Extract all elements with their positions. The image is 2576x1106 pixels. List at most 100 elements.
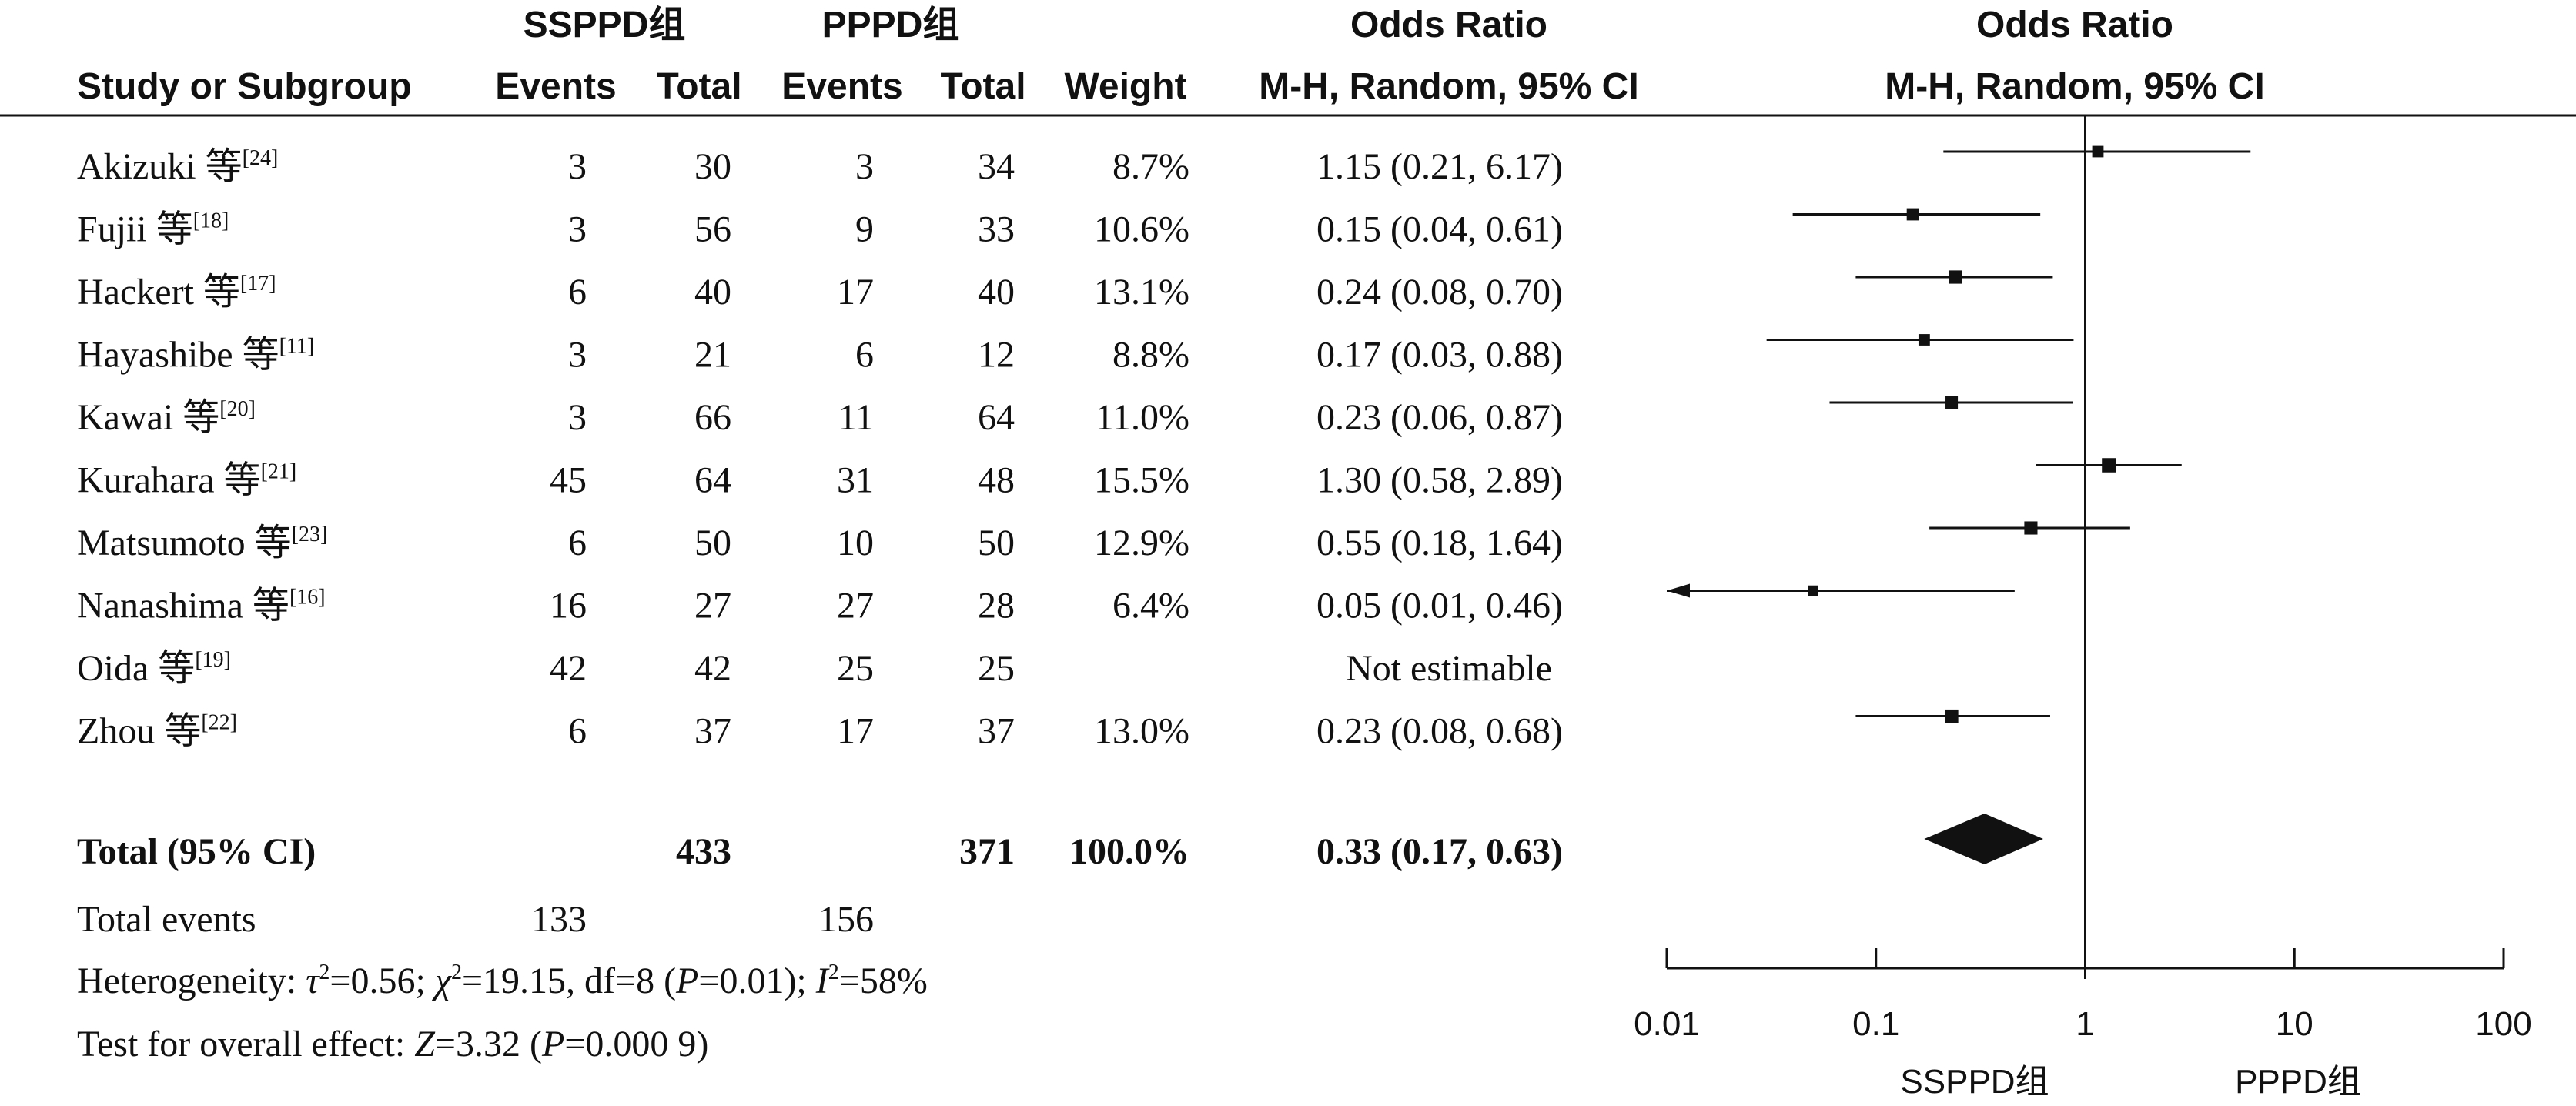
study-ci-mark: [1855, 709, 2050, 723]
total2-value: 34: [978, 146, 1015, 187]
events1-value: 6: [568, 711, 587, 752]
favours-left-label: SSPPD组: [1900, 1063, 2049, 1101]
weight-value: 8.7%: [1112, 146, 1189, 187]
x-tick-label: 100: [2475, 1005, 2531, 1043]
study-name: Kawai 等[20]: [77, 397, 256, 438]
events1-value: 3: [568, 335, 587, 376]
events2-value: 9: [855, 209, 874, 250]
total2-value: 37: [978, 711, 1015, 752]
study-name: Nanashima 等[16]: [77, 586, 326, 627]
or-ci-value: 1.15 (0.21, 6.17): [1316, 146, 1563, 187]
weight-value: 8.8%: [1112, 335, 1189, 376]
study-name: Fujii 等[18]: [77, 209, 229, 250]
study-ci-mark: [1792, 208, 2041, 221]
table-row: Matsumoto 等[23] 6 50 10 50 12.9% 0.55 (0.18, 1…: [77, 523, 1563, 563]
events1-value: 45: [550, 460, 587, 501]
point-estimate-square: [2102, 458, 2116, 473]
total-events-label: Total events: [77, 899, 256, 940]
study-marks: [1667, 145, 2251, 723]
study-column-header: Study or Subgroup: [77, 66, 412, 107]
total-label: Total (95% CI): [77, 831, 316, 872]
study-rows: Akizuki 等[24] 3 30 3 34 8.7% 1.15 (0.21, 6.17)…: [77, 146, 1563, 752]
study-name: Zhou 等[22]: [77, 711, 237, 752]
weight-value: 12.9%: [1094, 523, 1189, 563]
study-name: Kurahara 等[21]: [77, 460, 296, 501]
table-row: Hackert 等[17] 6 40 17 40 13.1% 0.24 (0.08, 0.7…: [77, 272, 1563, 312]
or-ci-value: 0.55 (0.18, 1.64): [1316, 523, 1563, 563]
total1-header: Total: [656, 66, 741, 107]
study-name: Hayashibe 等[11]: [77, 335, 314, 376]
table-row: Hayashibe 等[11] 3 21 6 12 8.8% 0.17 (0.03, 0.8…: [77, 335, 1563, 376]
point-estimate-square: [1906, 208, 1919, 221]
point-estimate-square: [2092, 145, 2104, 158]
study-name: Oida 等[19]: [77, 648, 231, 689]
study-ci-mark: [1929, 521, 2130, 535]
or-ci-value: 0.23 (0.06, 0.87): [1316, 397, 1563, 438]
total2-header: Total: [940, 66, 1025, 107]
or-ci-value: 0.17 (0.03, 0.88): [1316, 335, 1563, 376]
weight-value: 6.4%: [1112, 586, 1189, 627]
table-row: Kawai 等[20] 3 66 11 64 11.0% 0.23 (0.06, 0.87): [77, 397, 1563, 438]
total-ci: 0.33 (0.17, 0.63): [1316, 831, 1563, 872]
weight-value: 11.0%: [1096, 397, 1189, 438]
events1-value: 42: [550, 648, 587, 689]
study-name: Akizuki 等[24]: [77, 146, 278, 187]
weight-value: 13.0%: [1094, 711, 1189, 752]
events2-value: 11: [838, 397, 874, 438]
events2-value: 3: [855, 146, 874, 187]
or-ci-value: 0.23 (0.08, 0.68): [1316, 711, 1563, 752]
study-ci-mark: [1855, 270, 2053, 284]
events2-value: 27: [837, 586, 874, 627]
or-ci-value: 1.30 (0.58, 2.89): [1316, 460, 1563, 501]
table-row: Fujii 等[18] 3 56 9 33 10.6% 0.15 (0.04, 0.61): [77, 209, 1563, 250]
point-estimate-square: [1945, 396, 1959, 409]
table-row: Nanashima 等[16] 16 27 27 28 6.4% 0.05 (0.01, 0…: [77, 586, 1563, 627]
total1-value: 37: [694, 711, 731, 752]
events2-header: Events: [781, 66, 902, 107]
events1-value: 16: [550, 586, 587, 627]
total2-value: 50: [978, 523, 1015, 563]
study-ci-mark: [1667, 583, 2015, 598]
total1-value: 27: [694, 586, 731, 627]
overall-effect-test: Test for overall effect: Z=3.32 (P=0.000…: [77, 1024, 708, 1064]
total2-value: 12: [978, 335, 1015, 376]
total2-value: 64: [978, 397, 1015, 438]
total2-value: 48: [978, 460, 1015, 501]
x-tick-label: 0.1: [1852, 1005, 1899, 1043]
total1-value: 56: [694, 209, 731, 250]
total2-value: 40: [978, 272, 1015, 312]
odds-ratio-header: Odds Ratio: [1350, 5, 1547, 45]
study-ci-mark: [1829, 396, 2073, 409]
ci-arrow-left: [1667, 583, 1690, 598]
study-ci-mark: [1943, 145, 2251, 158]
heterogeneity-stats: Heterogeneity: τ2=0.56; χ2=19.15, df=8 (…: [77, 961, 928, 1001]
point-estimate-square: [1918, 334, 1930, 346]
total1-value: 50: [694, 523, 731, 563]
x-tick-label: 0.01: [1634, 1005, 1700, 1043]
table-row: Akizuki 等[24] 3 30 3 34 8.7% 1.15 (0.21, 6.17): [77, 146, 1563, 187]
table-row: Oida 等[19] 42 42 25 25 Not estimable: [77, 648, 1552, 689]
events2-value: 17: [837, 272, 874, 312]
total1-value: 30: [694, 146, 731, 187]
point-estimate-square: [1808, 585, 1818, 596]
events2-value: 6: [855, 335, 874, 376]
weight-value: 10.6%: [1094, 209, 1189, 250]
weight-value: 15.5%: [1094, 460, 1189, 501]
method-header: M-H, Random, 95% CI: [1259, 66, 1638, 107]
events1-value: 3: [568, 209, 587, 250]
group1-header: SSPPD组: [524, 5, 686, 45]
x-tick-label: 1: [2076, 1005, 2094, 1043]
weight-header: Weight: [1064, 66, 1186, 107]
or-ci-value: Not estimable: [1346, 648, 1552, 689]
point-estimate-square: [1949, 270, 1962, 284]
table-row: Kurahara 等[21] 45 64 31 48 15.5% 1.30 (0.58, 2…: [77, 460, 1563, 501]
weight-value: 13.1%: [1094, 272, 1189, 312]
total-weight: 100.0%: [1069, 831, 1189, 872]
point-estimate-square: [2024, 521, 2038, 535]
total2-value: 28: [978, 586, 1015, 627]
total-events1: 133: [531, 899, 587, 940]
study-name: Matsumoto 等[23]: [77, 523, 327, 563]
favours-right-label: PPPD组: [2235, 1063, 2361, 1101]
events1-value: 3: [568, 397, 587, 438]
